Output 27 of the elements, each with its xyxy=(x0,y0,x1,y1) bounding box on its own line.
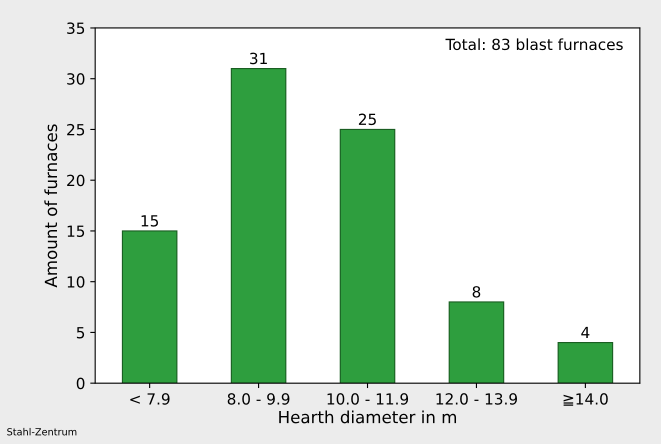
y-tick-label: 0 xyxy=(76,378,84,390)
y-axis-title: Amount of furnaces xyxy=(44,124,58,288)
y-tick-label: 25 xyxy=(67,124,84,136)
x-axis-title: Hearth diameter in m xyxy=(279,410,456,424)
data-label: 31 xyxy=(250,52,267,64)
y-tick-label: 5 xyxy=(76,327,84,338)
x-tick-label: < 7.9 xyxy=(130,393,170,405)
x-tick-label: 12.0 - 13.9 xyxy=(436,393,518,405)
bar xyxy=(122,230,178,384)
data-label: 4 xyxy=(581,326,590,338)
y-tick-label: 15 xyxy=(68,226,84,237)
y-tick-label: 20 xyxy=(67,174,84,186)
bar xyxy=(448,301,504,384)
y-tick-label: 30 xyxy=(67,73,84,85)
data-label: 8 xyxy=(472,286,480,298)
annotation: Total: 83 blast furnaces xyxy=(446,38,623,50)
bar xyxy=(558,342,614,384)
x-tick-label: 8.0 - 9.9 xyxy=(228,393,290,405)
text: Stahl-Zentrum xyxy=(7,428,76,436)
data-label: 15 xyxy=(142,215,158,227)
y-tick-label: 35 xyxy=(67,22,84,34)
x-tick-label: ≧14.0 xyxy=(564,393,608,406)
y-tick-label: 10 xyxy=(68,276,84,288)
x-tick-label: 10.0 - 11.9 xyxy=(328,393,408,405)
bar xyxy=(340,128,396,384)
data-label: 25 xyxy=(358,114,376,126)
bar xyxy=(230,68,286,384)
